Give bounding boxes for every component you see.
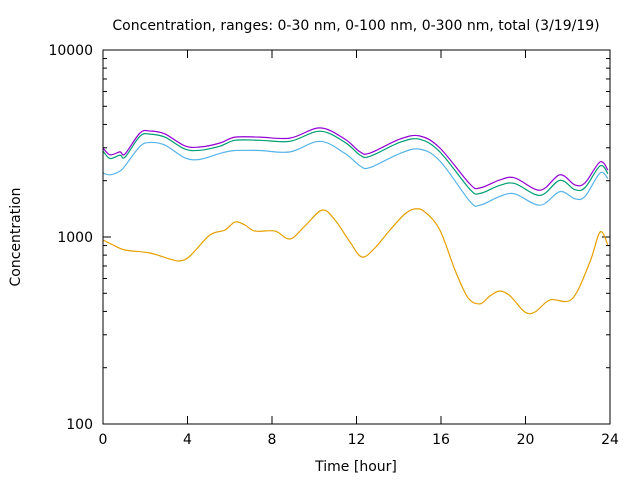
- y-axis-label: Concentration: [8, 187, 24, 286]
- chart-title: Concentration, ranges: 0-30 nm, 0-100 nm…: [112, 18, 599, 34]
- x-tick-label: 24: [601, 432, 619, 448]
- x-tick-label: 20: [517, 432, 535, 448]
- series-line-0-100-nm: [102, 140, 609, 207]
- series-lines: [102, 127, 609, 315]
- y-tick-label: 100: [66, 417, 93, 433]
- x-tick-label: 16: [432, 432, 450, 448]
- x-tick-label: 12: [348, 432, 366, 448]
- y-tick-label: 1000: [57, 230, 93, 246]
- axis-ticks: 0 4 8 12 16 20 24 100 1000 10000: [48, 43, 619, 448]
- x-tick-label: 0: [99, 432, 108, 448]
- y-tick-label: 10000: [48, 43, 93, 59]
- x-tick-label: 4: [183, 432, 192, 448]
- series-line-total: [102, 127, 609, 191]
- x-tick-label: 8: [268, 432, 277, 448]
- series-line-0-300-nm: [102, 130, 609, 197]
- x-axis-label: Time [hour]: [314, 459, 397, 475]
- plot-frame: [102, 49, 611, 425]
- series-line-0-30-nm: [102, 208, 609, 315]
